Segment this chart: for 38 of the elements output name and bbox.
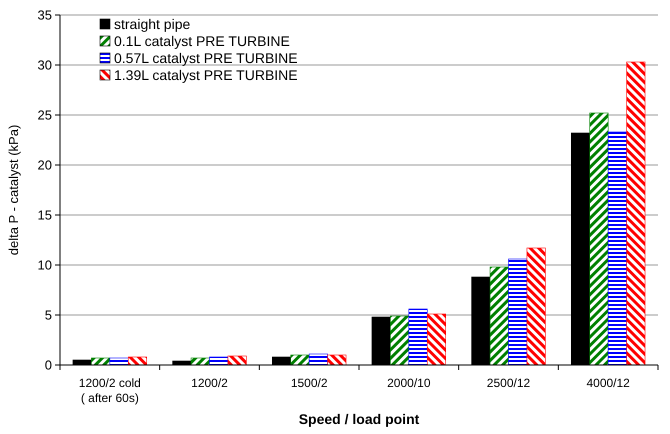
legend-label: 1.39L catalyst PRE TURBINE — [114, 66, 298, 83]
bar — [110, 358, 129, 366]
y-tick-label: 15 — [38, 208, 52, 223]
y-tick-label: 10 — [38, 258, 52, 273]
legend-label: straight pipe — [114, 16, 190, 32]
bar — [508, 258, 528, 366]
bar — [327, 354, 346, 366]
bar — [408, 308, 428, 366]
bar — [209, 356, 228, 366]
x-tick-label: 4000/12 — [586, 376, 630, 390]
x-axis-title: Speed / load point — [298, 411, 420, 427]
legend-label: 0.1L catalyst PRE TURBINE — [114, 32, 290, 49]
bar — [526, 248, 546, 366]
x-tick-label: 2500/12 — [486, 376, 531, 390]
y-axis-title: delta P - catalyst (kPa) — [6, 124, 21, 256]
y-tick-label: 30 — [38, 58, 52, 73]
y-tick-label: 25 — [38, 108, 52, 123]
x-tick-label: 1200/2 cold ( after 60s) — [78, 376, 141, 405]
bar — [490, 266, 509, 366]
bar — [308, 354, 328, 366]
bar — [228, 356, 247, 366]
bar — [91, 358, 110, 366]
bar — [626, 62, 646, 366]
x-tick-label: 1500/2 — [290, 376, 328, 390]
y-tick-label: 0 — [44, 358, 52, 373]
bar — [426, 314, 446, 366]
bar — [290, 354, 310, 366]
bar — [608, 132, 627, 366]
y-tick-label: 20 — [38, 158, 52, 173]
y-tick-label: 5 — [44, 308, 52, 323]
bar — [190, 358, 210, 366]
bar — [128, 356, 148, 366]
bar — [390, 316, 410, 366]
legend-label: 0.57L catalyst PRE TURBINE — [114, 50, 298, 66]
bar — [589, 112, 608, 366]
x-tick-label: 2000/10 — [387, 376, 431, 390]
y-tick-label: 35 — [38, 8, 52, 23]
x-tick-label: 1200/2 — [191, 376, 228, 390]
